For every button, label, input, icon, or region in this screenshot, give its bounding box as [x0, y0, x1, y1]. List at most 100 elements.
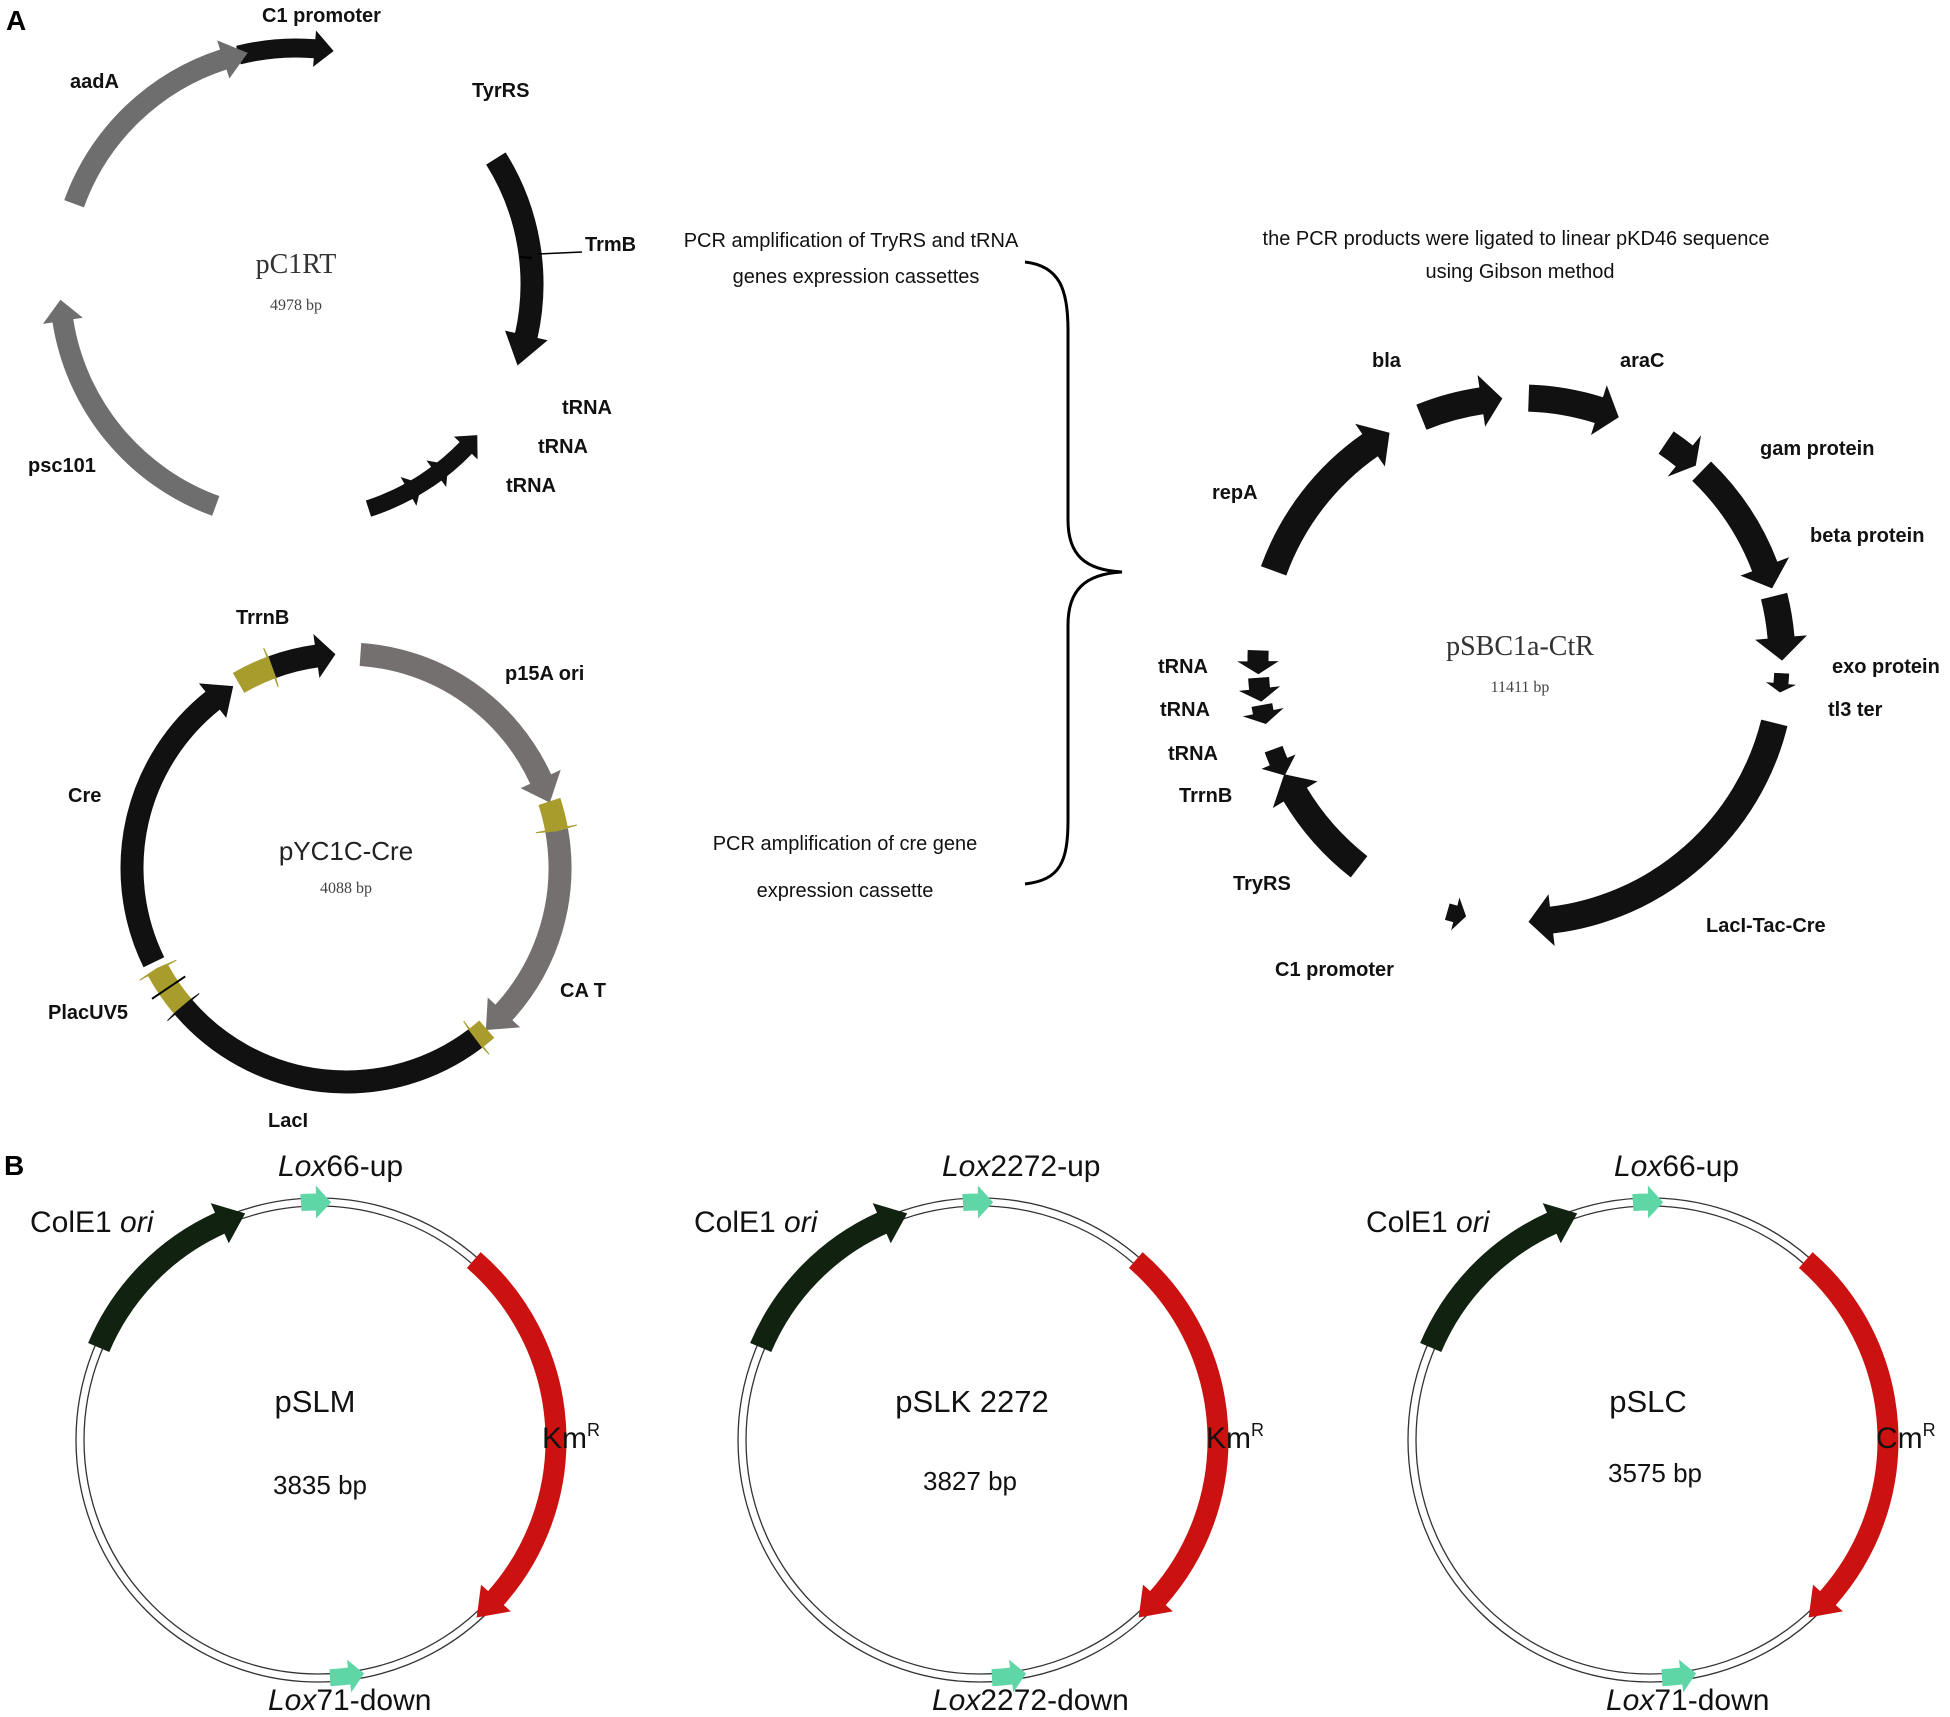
pc1rt-aada-arrow — [64, 40, 248, 208]
psbc-label-bla: bla — [1372, 350, 1402, 372]
pslk-2272-features — [737, 1185, 1229, 1693]
pc1rt-trmb-mark — [519, 256, 533, 259]
pyc1c-placuv5-segment — [139, 959, 192, 1014]
pc1rt-label-c1-promoter: C1 promoter — [262, 5, 381, 27]
pcr-caption-1-line-1: PCR amplification of TryRS and tRNA — [684, 230, 1019, 252]
psbc-name: pSBC1a-CtR — [1446, 631, 1594, 662]
pslm-label-marker: KmR — [542, 1420, 600, 1455]
pc1rt-trna-arrow-3 — [365, 476, 422, 517]
pslc-features — [1407, 1185, 1899, 1693]
psbc-label-trna-1: tRNA — [1158, 656, 1208, 678]
merge-brace — [1024, 260, 1123, 886]
pyc1c-trrnb-arrow — [268, 633, 336, 679]
psbc-beta-arrow — [1692, 461, 1790, 589]
psbc-exo-arrow — [1755, 592, 1807, 661]
pb1-marker-arrow — [1128, 1252, 1229, 1618]
pyc1c-laci-arrow — [167, 993, 483, 1094]
pyc1c-trrnb-segment — [232, 647, 279, 693]
pyc1c-cut-mark — [151, 975, 186, 1000]
psbc-gam-arrow — [1658, 431, 1702, 477]
pslc-label-marker: CmR — [1876, 1420, 1936, 1455]
pb2-lox-down-arrow — [1661, 1659, 1697, 1693]
psbc-tryrs-arrow — [1272, 774, 1368, 878]
pb2-ori-arrow — [1420, 1203, 1578, 1352]
psbc-label-trna-2: tRNA — [1160, 699, 1210, 721]
panel-label-b: B — [4, 1150, 24, 1181]
pyc1c-label-trrnb: TrrnB — [236, 607, 289, 629]
gibson-caption-line-2: using Gibson method — [1425, 261, 1614, 283]
pslm-name: pSLM — [275, 1384, 356, 1419]
pslc-label-lox-up: Lox66-up — [1614, 1150, 1739, 1183]
plasmid-pslc: pSLC 3575 bp ColE1 ori Lox66-up Lox71-do… — [1366, 1150, 1936, 1717]
pb1-ori-arrow — [750, 1203, 908, 1352]
pb0-lox-up-arrow — [300, 1185, 332, 1219]
psbc-tl3-arrow — [1765, 672, 1796, 693]
pslk-2272-size: 3827 bp — [923, 1466, 1017, 1496]
psbc-c1-promoter-arrow — [1444, 897, 1467, 931]
pyc1c-cat-arrow — [485, 828, 572, 1031]
pyc1c-label-laci: LacI — [268, 1110, 308, 1132]
pc1rt-label-trna-2: tRNA — [538, 436, 588, 458]
pc1rt-tyrrs-arrow — [486, 152, 548, 366]
plasmid-pslm: pSLM 3835 bp ColE1 ori Lox66-up Lox71-do… — [30, 1150, 600, 1717]
pyc1c-label-p15a-ori: p15A ori — [505, 663, 584, 685]
psbc-arac-arrow — [1528, 384, 1619, 436]
plasmid-pyc1c-cre: pYC1C-Cre 4088 bp TrrnB p15A ori CA T La… — [48, 607, 606, 1132]
pc1rt-name: pC1RT — [256, 249, 337, 280]
psbc-trna-arrow-3 — [1237, 649, 1279, 675]
pb0-ori-arrow — [88, 1203, 246, 1352]
pslk-2272-label-lox-down: Lox2272-down — [932, 1684, 1129, 1717]
panel-label-a: A — [6, 5, 26, 36]
plasmid-psbc1a-ctr: pSBC1a-CtR 11411 bp bla araC gam protein… — [1158, 350, 1940, 981]
psbc-label-tryrs: TryRS — [1233, 873, 1291, 895]
pslk-2272-label-ori: ColE1 ori — [694, 1206, 819, 1239]
psbc-label-gam: gam protein — [1760, 438, 1874, 460]
pslc-label-lox-down: Lox71-down — [1606, 1684, 1769, 1717]
psbc-trna-arrow-1 — [1242, 703, 1284, 724]
psbc-label-exo: exo protein — [1832, 656, 1940, 678]
pc1rt-c1-promoter-arrow — [236, 30, 334, 67]
pslm-label-ori: ColE1 ori — [30, 1206, 155, 1239]
pb1-lox-up-arrow — [962, 1185, 994, 1219]
pyc1c-olive-segment-2 — [463, 1020, 495, 1055]
psbc-label-laci-tac-cre: LacI-Tac-Cre — [1706, 915, 1826, 937]
pc1rt-label-psc101: psc101 — [28, 455, 96, 477]
pc1rt-label-trna-1: tRNA — [562, 397, 612, 419]
psbc-label-trna-3: tRNA — [1168, 743, 1218, 765]
psbc-repa-arrow — [1260, 423, 1390, 576]
psbc-features — [1237, 374, 1807, 946]
psbc-bla-arrow — [1416, 374, 1503, 430]
psbc-label-arac: araC — [1620, 350, 1664, 372]
pc1rt-psc101-arrow — [42, 299, 220, 516]
pc1rt-label-trmb: TrmB — [585, 234, 636, 256]
pslm-features — [75, 1185, 567, 1693]
pslc-size: 3575 bp — [1608, 1458, 1702, 1488]
psbc-trrnb-arrow — [1261, 745, 1296, 776]
pb0-marker-arrow — [466, 1252, 567, 1618]
psbc-size: 11411 bp — [1491, 679, 1550, 696]
psbc-label-beta: beta protein — [1810, 525, 1924, 547]
pslm-label-lox-up: Lox66-up — [278, 1150, 403, 1183]
pslk-2272-label-marker: KmR — [1206, 1420, 1264, 1455]
pcr-caption-1-line-2: genes expression cassettes — [733, 266, 980, 288]
psbc-label-trrnb: TrrnB — [1179, 785, 1232, 807]
psbc-trna-arrow-2 — [1238, 677, 1281, 702]
pc1rt-label-aada: aadA — [70, 71, 119, 93]
pc1rt-trmb-leader — [537, 251, 583, 255]
pyc1c-label-placuv5: PlacUV5 — [48, 1002, 128, 1024]
pc1rt-features — [42, 30, 548, 517]
pslk-2272-name: pSLK 2272 — [895, 1384, 1048, 1419]
pyc1c-name: pYC1C-Cre — [279, 836, 413, 866]
pslk-2272-label-lox-up: Lox2272-up — [942, 1150, 1100, 1183]
pcr-caption-2-line-1: PCR amplification of cre gene — [713, 833, 978, 855]
plasmid-pc1rt: pC1RT 4978 bp C1 promoter TyrRS TrmB tRN… — [28, 5, 636, 517]
pslc-name: pSLC — [1609, 1384, 1687, 1419]
gibson-caption-line-1: the PCR products were ligated to linear … — [1263, 228, 1770, 250]
pc1rt-size: 4978 bp — [270, 297, 322, 314]
pyc1c-label-cat: CA T — [560, 980, 606, 1002]
psbc-laci-tac-cre-arrow — [1528, 719, 1788, 946]
psbc-label-tl3: tl3 ter — [1828, 699, 1883, 721]
pb2-lox-up-arrow — [1632, 1185, 1664, 1219]
pslm-label-lox-down: Lox71-down — [268, 1684, 431, 1717]
